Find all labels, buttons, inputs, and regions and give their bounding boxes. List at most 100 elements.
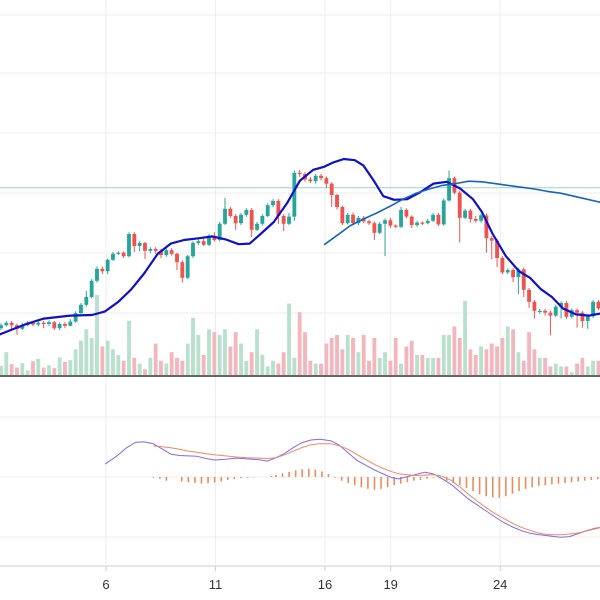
volume-bar — [73, 349, 78, 375]
volume-bar — [137, 363, 142, 375]
volume-bar — [324, 343, 329, 375]
candle-body — [495, 240, 499, 258]
volume-bar — [308, 360, 313, 375]
volume-bar — [516, 352, 521, 375]
moving-average-slow-line — [323, 180, 600, 246]
volume-bar — [111, 349, 115, 375]
candle-body — [228, 208, 233, 216]
candle-body — [185, 256, 190, 278]
macd-line — [104, 438, 600, 538]
candle-body — [297, 172, 302, 174]
candle-body — [281, 216, 286, 224]
volume-bar — [169, 352, 174, 375]
volume-bar — [116, 355, 121, 375]
volume-bars — [0, 295, 600, 375]
volume-bar — [575, 363, 580, 375]
candle-body — [265, 205, 270, 216]
candle-body — [31, 322, 35, 325]
x-tick-label: 19 — [383, 577, 397, 592]
candle-body — [415, 222, 419, 225]
volume-bar — [95, 295, 99, 375]
volume-bar — [239, 343, 243, 375]
candle-body — [201, 241, 206, 245]
volume-bar — [281, 352, 286, 375]
volume-bar — [153, 343, 158, 375]
candle-body — [516, 269, 521, 278]
x-tick-label: 6 — [102, 577, 109, 592]
volume-bar — [159, 360, 163, 375]
candle-body — [84, 297, 89, 305]
volume-bar — [345, 335, 350, 375]
volume-bar — [505, 326, 510, 375]
candle-body — [308, 179, 313, 182]
volume-bar — [233, 332, 238, 375]
candle-body — [335, 195, 339, 207]
volume-bar — [537, 357, 542, 375]
volume-bar — [89, 337, 94, 375]
volume-bar — [121, 360, 126, 375]
volume-bar — [9, 364, 14, 375]
volume-bar — [409, 340, 414, 375]
volume-bar — [473, 355, 478, 375]
volume-bar — [0, 365, 3, 375]
volume-bar — [100, 346, 105, 375]
volume-bar — [521, 360, 526, 375]
candle-body — [479, 215, 483, 221]
candle-body — [559, 303, 564, 307]
candle-body — [169, 250, 174, 254]
candle-body — [233, 216, 238, 224]
x-tick-label: 11 — [209, 577, 223, 592]
volume-bar — [57, 357, 62, 375]
volume-bar — [527, 332, 532, 375]
volume-bar — [340, 349, 345, 375]
volume-bar — [105, 340, 110, 375]
volume-bar — [84, 329, 89, 375]
candle-body — [393, 225, 398, 227]
candle-body — [191, 243, 195, 257]
volume-bar — [388, 360, 393, 375]
volume-bar — [260, 355, 265, 375]
candle-body — [377, 223, 382, 233]
volume-bar — [372, 337, 377, 375]
volume-bar — [244, 360, 249, 375]
candle-body — [36, 322, 41, 325]
volume-bar — [265, 366, 270, 375]
candle-body — [73, 313, 78, 322]
candle-body — [447, 178, 451, 201]
volume-bar — [404, 346, 409, 375]
candle-body — [367, 221, 371, 224]
volume-bar — [580, 357, 585, 375]
candle-body — [143, 243, 147, 251]
candle-body — [47, 322, 51, 324]
volume-bar — [431, 357, 435, 375]
volume-bar — [367, 360, 371, 375]
volume-bar — [495, 346, 499, 375]
candle-body — [255, 223, 259, 230]
candle-body — [591, 301, 596, 317]
candle-body — [244, 210, 249, 215]
volume-bar — [36, 359, 41, 375]
volume-bar — [143, 369, 147, 375]
candle-body — [41, 322, 46, 324]
candle-body — [596, 301, 600, 309]
candle-body — [180, 262, 185, 278]
candle-body — [532, 301, 537, 311]
volume-bar — [25, 370, 30, 375]
candle-body — [153, 249, 158, 251]
candle-body — [111, 253, 115, 260]
volume-bar — [212, 332, 217, 375]
candle-body — [0, 325, 3, 329]
volume-bar — [447, 335, 451, 375]
candle-body — [121, 252, 126, 257]
candle-body — [404, 210, 409, 217]
volume-bar — [207, 329, 211, 375]
candle-body — [239, 214, 243, 224]
volume-bar — [329, 337, 334, 375]
candle-body — [537, 310, 542, 312]
candle-body — [511, 270, 515, 278]
candle-body — [68, 321, 73, 326]
candle-body — [223, 208, 227, 224]
volume-bar — [164, 363, 169, 375]
candle-body — [116, 252, 121, 254]
